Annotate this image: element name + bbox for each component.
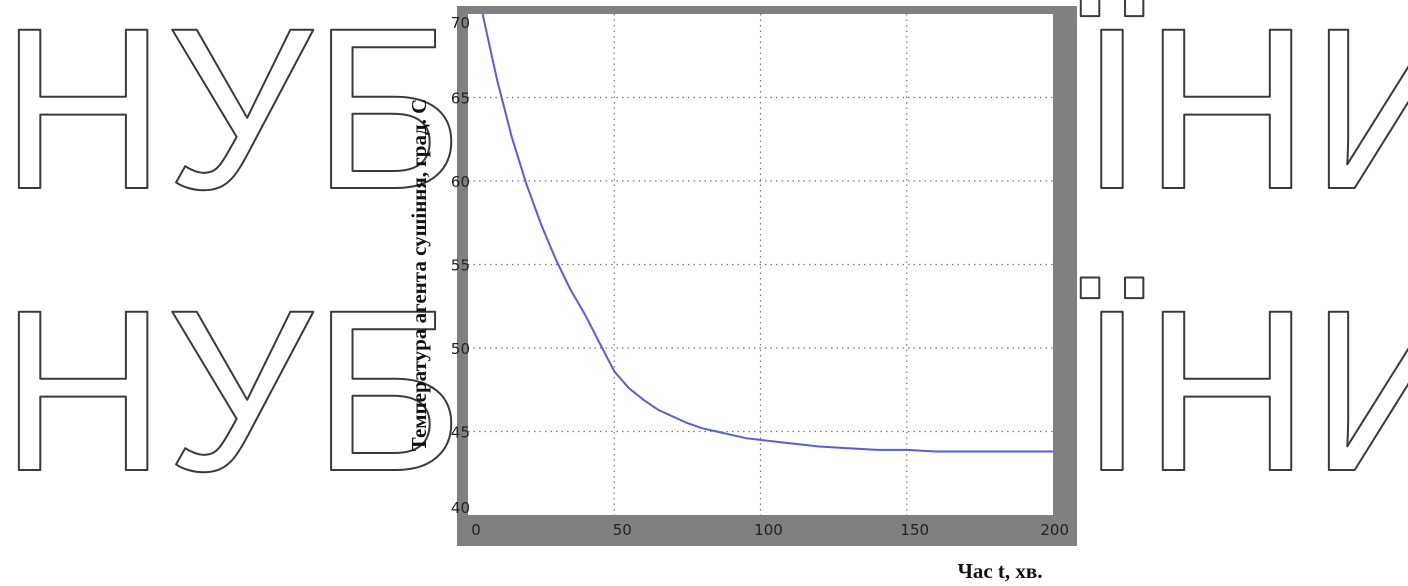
watermark-text-right-2: ЇНИ [1080, 262, 1408, 519]
y-tick-label: 65 [451, 90, 470, 108]
series-line [481, 13, 1053, 453]
x-tick-label: 150 [900, 521, 929, 539]
y-tick-label: 45 [451, 424, 470, 442]
watermark-text-left-2: НУБ [0, 262, 463, 519]
x-tick-labels: 0 50 100 150 200 [471, 521, 1069, 539]
x-tick-label: 100 [754, 521, 783, 539]
grid-lines [468, 14, 1053, 515]
y-tick-label: 50 [451, 340, 470, 358]
watermark-text-left-1: НУБ [0, 0, 463, 237]
y-tick-label: 55 [451, 257, 470, 275]
x-tick-label: 200 [1040, 521, 1069, 539]
watermark-text-right-1: ЇНИ [1080, 0, 1408, 237]
y-tick-label: 40 [451, 499, 470, 517]
x-tick-label: 50 [613, 521, 632, 539]
watermark: НУБ ЇНИ НУБ ЇНИ [0, 0, 1408, 520]
y-tick-label: 60 [451, 173, 470, 191]
x-axis-label: Час t, хв. [957, 559, 1042, 583]
y-axis-label: Температура агента сушіння, град. С [407, 99, 431, 452]
y-tick-label: 70 [451, 14, 470, 32]
x-tick-label: 0 [471, 521, 481, 539]
y-tick-labels: 40 45 50 55 60 65 70 [451, 14, 470, 517]
